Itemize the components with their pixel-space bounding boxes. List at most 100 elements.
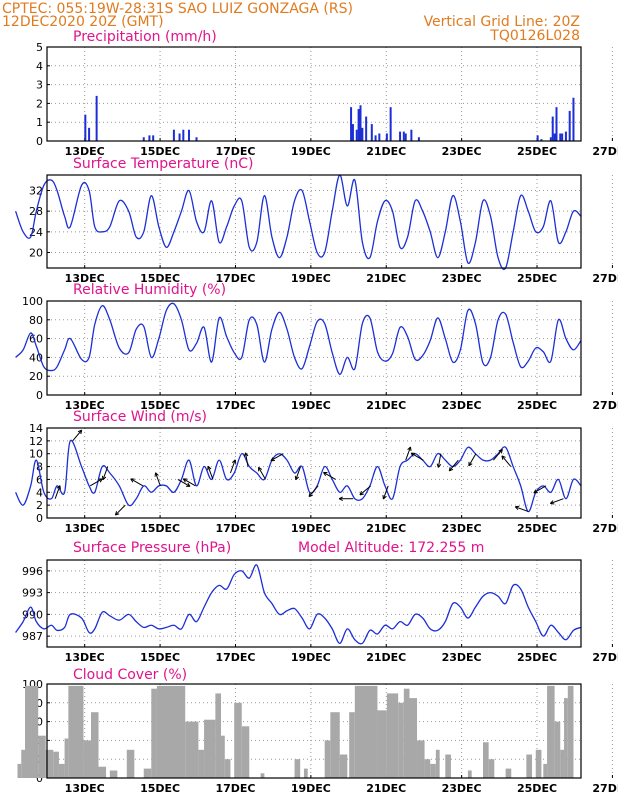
cloud-bar [303, 768, 308, 778]
precip-bar [374, 135, 377, 141]
wind-arrow [115, 504, 126, 516]
humidity-xtick-label: 23DEC [442, 399, 482, 412]
cloud-xtick-label: 23DEC [442, 782, 482, 795]
precip-xtick-label: 21DEC [366, 145, 406, 158]
wind-xtick-label: 21DEC [366, 522, 406, 535]
wind-arrow [448, 459, 459, 472]
precip-bar [572, 97, 575, 141]
wind-panel: 13DEC 15DEC 17DEC 19DEC 21DEC 23DEC 25DEC 27DEC… [15, 422, 618, 535]
wind-arrow-head [294, 475, 300, 481]
precip-xtick-label: 15DEC [140, 145, 180, 158]
wind-arrow-head [359, 490, 364, 496]
wind-arrow [258, 467, 266, 480]
precip-bar [148, 135, 151, 141]
cloud-bar [25, 685, 39, 778]
wind-arrow-head [498, 448, 503, 454]
wind-arrow-head [243, 452, 249, 457]
cloud-bar [45, 749, 54, 778]
cloud-bar [241, 726, 250, 778]
precip-bar [88, 127, 91, 141]
precip-ytick-label: 1 [36, 116, 43, 129]
wind-arrow [183, 478, 196, 487]
cloud-bar [204, 719, 216, 778]
cloud-xtick-label: 13DEC [65, 782, 105, 795]
precip-ytick-label: 3 [36, 79, 43, 92]
wind-arrow [229, 459, 236, 474]
precip-bar [549, 137, 552, 141]
cloud-bar [417, 740, 425, 778]
cloud-bar [98, 766, 107, 778]
wind-xtick-label: 15DEC [140, 522, 180, 535]
wind-arrow-head [182, 478, 188, 483]
wind-ytick-label: 2 [36, 499, 43, 512]
cloud-xtick-label: 17DEC [215, 782, 255, 795]
precip-bar [195, 137, 198, 141]
cloud-title: Cloud Cover (%) [73, 667, 187, 683]
cloud-bar [554, 721, 561, 778]
wind-arrow [492, 449, 503, 461]
pressure-xtick-label: 23DEC [442, 651, 482, 664]
precip-bar [404, 133, 407, 141]
precip-bar [361, 127, 364, 141]
wind-arrow [382, 485, 389, 500]
cloud-bar [330, 712, 340, 778]
humidity-frame [46, 300, 582, 396]
wind-arrow [468, 453, 477, 467]
cloud-ytick-label: 0 [36, 772, 43, 785]
cloud-bar [482, 742, 489, 778]
wind-arrow-head [270, 457, 275, 462]
precip-bar [540, 139, 543, 141]
wind-arrow [359, 485, 371, 496]
cloud-bar [547, 685, 555, 778]
precip-bar [402, 131, 405, 141]
humidity-ytick-label: 0 [36, 389, 43, 402]
precip-bar [378, 133, 381, 141]
precip-bar [172, 129, 175, 141]
wind-arrow [155, 472, 161, 487]
cloud-bar [403, 688, 410, 778]
cloud-bar [339, 754, 348, 778]
precip-xtick-label: 17DEC [215, 145, 255, 158]
precip-bar [370, 124, 373, 141]
pressure-ytick-label: 987 [22, 630, 43, 643]
cloud-bar [535, 749, 542, 778]
precip-bar [417, 137, 420, 141]
cloud-xtick-label: 21DEC [366, 782, 406, 795]
wind-arrow [405, 446, 411, 461]
panels: 13DEC 15DEC 17DEC 19DEC 21DEC 23DEC 25DEC 27DEC… [14, 41, 618, 795]
temp-xtick-label: 21DEC [366, 272, 406, 285]
precip-bar [84, 114, 87, 141]
precip-ytick-label: 0 [36, 135, 43, 148]
temp-panel: 13DEC 15DEC 17DEC 19DEC 21DEC 23DEC 25DEC 27DEC… [14, 174, 618, 285]
cloud-bar [90, 712, 99, 778]
cloud-frame [46, 683, 582, 779]
wind-arrow-head [501, 455, 506, 460]
pressure-series-line [15, 564, 582, 645]
cloud-bar [377, 710, 387, 778]
wind-arrow-head [436, 463, 442, 468]
wind-xtick-label: 13DEC [65, 522, 105, 535]
wind-arrow [533, 485, 547, 494]
wind-arrow-head [514, 505, 520, 511]
precip-bar [555, 107, 558, 141]
wind-arrow-head [207, 465, 212, 471]
pressure-ytick-label: 993 [22, 587, 43, 600]
cloud-bar [354, 685, 378, 778]
cloud-bar [68, 685, 84, 778]
cloud-xtick-label: 15DEC [140, 782, 180, 795]
wind-arrow [207, 466, 214, 480]
cloud-bar [435, 749, 440, 778]
pressure-xtick-label: 15DEC [140, 651, 180, 664]
wind-arrow [410, 452, 424, 461]
pressure-ytick-label: 996 [22, 565, 43, 578]
header-station: CPTEC: 055:19W-28:31S SAO LUIZ GONZAGA (… [2, 1, 353, 17]
wind-arrow-head [308, 492, 313, 498]
cloud-bar [424, 759, 431, 778]
humidity-xtick-label: 27DEC [592, 399, 618, 412]
precip-bar [564, 131, 567, 141]
temp-xtick-label: 23DEC [442, 272, 482, 285]
temp-xtick-label: 19DEC [291, 272, 331, 285]
cloud-bar [221, 735, 225, 778]
humidity-xtick-label: 25DEC [517, 399, 557, 412]
cloud-bar [185, 721, 199, 778]
